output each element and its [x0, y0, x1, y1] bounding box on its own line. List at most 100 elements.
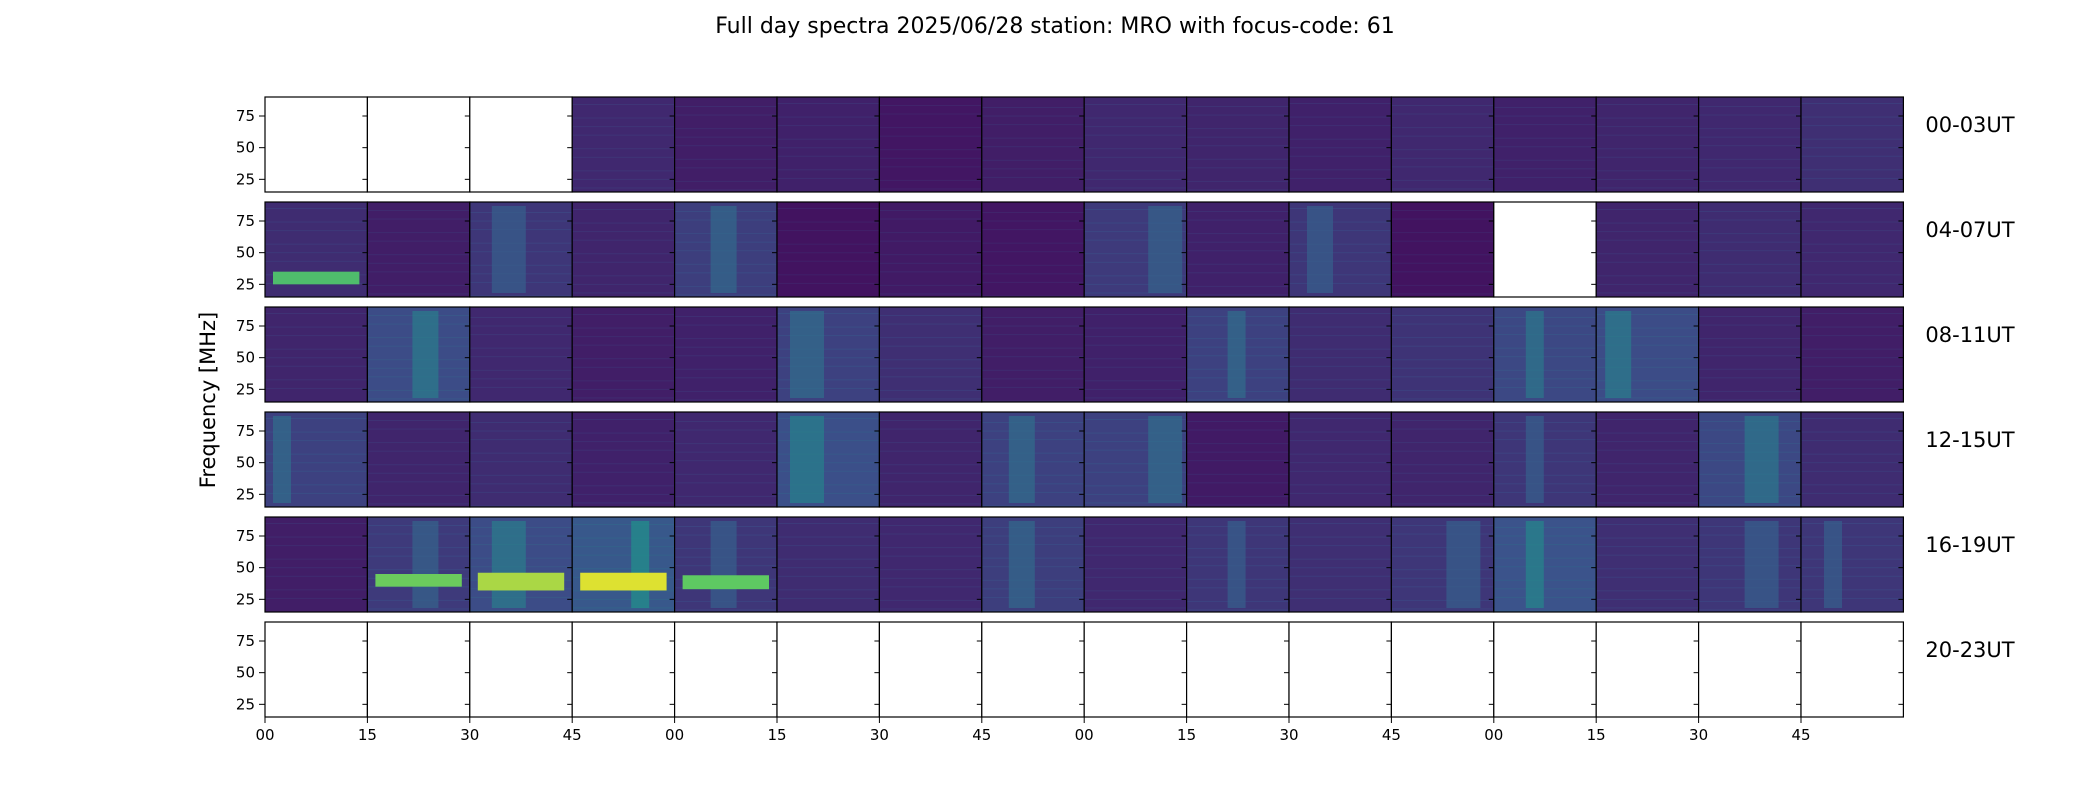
spectrum-panel — [1083, 306, 1188, 403]
spectrum-striation — [981, 264, 1085, 266]
spectrum-striation — [1596, 156, 1699, 158]
spectrum-striation — [777, 597, 880, 599]
spectrum-striation — [572, 134, 675, 136]
spectrum-striation — [1289, 260, 1392, 262]
spectrum-striation — [1186, 272, 1289, 274]
spectrum-striation — [1801, 169, 1904, 171]
spectrum-striation — [367, 398, 470, 400]
spectrum-striation — [1493, 452, 1597, 454]
spectrum-panel — [469, 201, 573, 298]
spectrum-panel — [1390, 516, 1495, 613]
spectrum-band — [375, 574, 462, 587]
spectrum-striation — [1289, 326, 1392, 328]
spectrum-band — [477, 572, 565, 591]
spectrum-band — [273, 271, 360, 285]
spectrum-striation — [469, 474, 573, 476]
spectrum-striation — [1493, 378, 1597, 380]
spectrum-striation — [1186, 106, 1289, 107]
spectrum-striation — [1289, 545, 1392, 547]
y-tick-label: 50 — [236, 454, 255, 472]
spectrum-striation — [1391, 149, 1494, 151]
spectrum-striation — [1801, 567, 1904, 569]
spectrum-striation — [1391, 179, 1494, 181]
spectrum-striation — [572, 261, 675, 263]
spectrum-striation — [1801, 431, 1904, 433]
spectrum-panel — [1083, 96, 1188, 193]
y-tick-label: 75 — [236, 212, 255, 230]
spectrum-striation — [879, 345, 982, 347]
spectrum-panel — [469, 411, 573, 508]
spectrum-striation — [777, 523, 880, 524]
x-tick-label: 30 — [1689, 726, 1708, 744]
spectrum-striation — [1186, 180, 1289, 182]
spectrum-striation — [1289, 155, 1392, 157]
spectrum-panel — [673, 306, 778, 403]
spectrum-striation — [879, 359, 982, 361]
spectrum-striation — [1596, 397, 1699, 399]
spectrum-panel — [673, 516, 778, 613]
spectrum-striation — [981, 212, 1085, 213]
spectrum-striation — [469, 386, 573, 388]
spectrum-striation — [572, 209, 675, 210]
spectrum-striation — [1493, 146, 1597, 148]
empty-panel — [1698, 622, 1801, 717]
spectrum-burst — [1744, 416, 1779, 503]
spectrum-striation — [1084, 537, 1187, 539]
spectrum-striation — [1289, 536, 1392, 538]
panel-frame — [1800, 621, 1905, 718]
spectrum-panel — [878, 201, 983, 298]
spectrum-striation — [1596, 261, 1699, 263]
spectrum-striation — [1391, 367, 1494, 369]
spectrum-striation — [265, 492, 368, 494]
spectrum-fill — [1391, 97, 1494, 192]
spectrum-fill — [674, 307, 777, 402]
spectrum-striation — [1493, 317, 1597, 318]
spectrum-striation — [469, 378, 573, 380]
spectrum-striation — [1596, 493, 1699, 495]
spectrum-striation — [1289, 252, 1392, 254]
spectrum-fill — [265, 307, 368, 402]
y-tick-label: 75 — [236, 527, 255, 545]
spectrum-striation — [572, 344, 675, 346]
spectrum-striation — [469, 439, 573, 441]
spectrum-striation — [1493, 190, 1597, 192]
spectrum-striation — [1391, 240, 1494, 242]
spectrum-panel — [1185, 96, 1290, 193]
spectrum-striation — [1289, 103, 1392, 104]
spectrum-striation — [469, 356, 573, 358]
empty-panel — [1596, 622, 1699, 717]
spectrum-fill — [1084, 517, 1187, 612]
spectrum-striation — [777, 462, 880, 464]
spectrum-striation — [1084, 104, 1187, 105]
spectrum-striation — [1391, 337, 1494, 339]
spectrum-striation — [1391, 284, 1494, 286]
spectrum-striation — [572, 449, 675, 451]
spectrum-striation — [1391, 398, 1494, 400]
spectrum-fill — [367, 202, 470, 297]
spectrum-striation — [265, 335, 368, 337]
spectrum-striation — [1493, 527, 1597, 528]
spectrum-striation — [1493, 159, 1597, 161]
spectrum-striation — [879, 367, 982, 369]
spectrum-striation — [1801, 536, 1904, 538]
spectrum-burst — [491, 206, 526, 293]
spectrum-striation — [1801, 103, 1904, 104]
spectrum-striation — [1289, 348, 1392, 350]
spectrum-striation — [1493, 505, 1597, 507]
spectrum-striation — [1698, 377, 1801, 379]
spectrum-fill — [1186, 202, 1289, 297]
spectrum-fill — [1493, 97, 1597, 192]
spectrum-striation — [1801, 462, 1904, 464]
spectrum-panel — [673, 411, 778, 508]
spectrum-striation — [1186, 219, 1289, 221]
spectrum-striation — [265, 379, 368, 381]
spectrum-striation — [777, 274, 880, 276]
spectrum-striation — [1289, 274, 1392, 276]
chart-title: Full day spectra 2025/06/28 station: MRO… — [715, 14, 1395, 39]
spectrum-striation — [1391, 503, 1494, 505]
spectrum-striation — [1596, 590, 1699, 592]
spectrum-fill — [265, 517, 368, 612]
spectrum-striation — [879, 113, 982, 115]
y-tick-label: 75 — [236, 422, 255, 440]
spectrum-striation — [1084, 419, 1187, 420]
